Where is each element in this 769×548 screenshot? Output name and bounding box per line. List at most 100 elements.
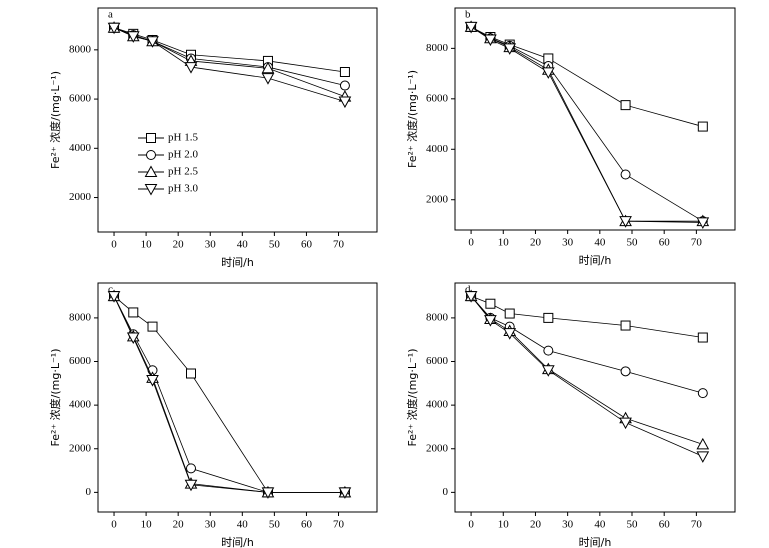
series-line [470,26,704,222]
marker [144,184,158,196]
plot-frame [97,282,378,513]
marker [146,150,156,160]
x-tick-label: 30 [205,239,217,251]
marker [541,365,555,377]
x-tick-label: 20 [530,519,542,531]
y-tick-label: 8000 [426,42,449,54]
y-tick-label: 2000 [426,442,449,454]
x-tick-label: 40 [594,519,606,531]
y-tick-label: 4000 [69,399,92,411]
y-tick-label: 8000 [426,311,449,323]
y-axis-label: Fe²⁺ 浓度/(mg·L⁻¹) [48,71,62,169]
marker [146,36,159,48]
x-tick-label: 20 [530,237,542,249]
y-axis-label: Fe²⁺ 浓度/(mg·L⁻¹) [48,348,62,446]
marker [147,321,158,332]
plot-frame [454,282,736,513]
y-axis-label: Fe²⁺ 浓度/(mg·L⁻¹) [405,348,419,446]
marker [485,298,496,309]
marker [184,62,198,74]
y-tick-label: 2000 [69,442,92,454]
x-axis-label: 时间/h [221,536,254,548]
marker [620,366,631,377]
y-tick-label: 0 [86,486,92,498]
series-line [113,27,345,73]
marker [261,487,275,499]
marker [484,34,497,47]
marker [619,216,632,228]
y-tick-label: 4000 [426,399,449,411]
marker [126,332,140,345]
x-axis-label: 时间/h [579,536,612,548]
series-line [470,26,703,223]
x-tick-label: 40 [237,239,249,251]
x-axis-label: 时间/h [579,254,612,267]
marker [543,312,554,323]
x-tick-label: 30 [205,519,217,531]
x-tick-label: 0 [111,519,117,531]
y-tick-label: 2000 [69,191,92,203]
x-tick-label: 60 [301,239,313,251]
panel-label: a [108,9,113,21]
plot-frame [97,7,378,233]
marker [620,169,631,180]
marker [184,479,198,492]
marker [620,320,631,331]
marker [128,307,139,318]
y-tick-label: 8000 [69,311,92,323]
x-tick-label: 10 [498,519,510,531]
marker [186,463,196,474]
marker [503,328,517,340]
x-tick-label: 50 [627,519,639,531]
y-tick-label: 6000 [69,93,92,105]
marker [146,133,156,143]
x-axis-label: 时间/h [221,256,254,269]
marker [464,21,478,34]
marker [620,100,631,111]
x-tick-label: 10 [141,239,153,251]
x-tick-label: 50 [627,237,639,249]
y-tick-label: 2000 [426,193,449,205]
legend-label: pH 2.5 [168,166,198,178]
marker [339,67,350,77]
x-tick-label: 40 [237,519,249,531]
marker [697,332,708,343]
series-line [113,295,345,493]
legend-label: pH 2.0 [168,149,198,161]
x-tick-label: 10 [498,237,510,249]
x-tick-label: 10 [141,519,153,531]
x-tick-label: 0 [468,519,474,531]
legend-label: pH 3.0 [168,183,198,195]
marker [697,121,708,132]
x-tick-label: 60 [659,519,671,531]
x-tick-label: 30 [562,519,574,531]
marker [126,31,140,43]
y-tick-label: 0 [443,486,449,498]
marker [339,80,350,91]
x-tick-label: 50 [269,239,281,251]
x-tick-label: 30 [562,237,574,249]
y-axis-label: Fe²⁺ 浓度/(mg·L⁻¹) [405,70,419,168]
x-tick-label: 60 [659,237,671,249]
y-tick-label: 4000 [426,143,449,155]
x-tick-label: 70 [333,239,345,251]
marker [696,451,710,463]
marker [464,291,478,303]
x-tick-label: 60 [301,519,313,531]
marker [146,375,159,387]
marker [261,61,275,74]
marker [338,96,352,109]
panel-label: d [465,284,471,296]
x-tick-label: 70 [691,519,703,531]
marker [697,388,708,399]
panel-label: b [465,9,471,21]
x-tick-label: 20 [173,239,185,251]
x-tick-label: 70 [691,237,703,249]
marker [261,73,275,85]
y-tick-label: 8000 [69,43,92,55]
x-tick-label: 0 [111,239,117,251]
x-tick-label: 50 [269,519,281,531]
marker [484,315,497,327]
